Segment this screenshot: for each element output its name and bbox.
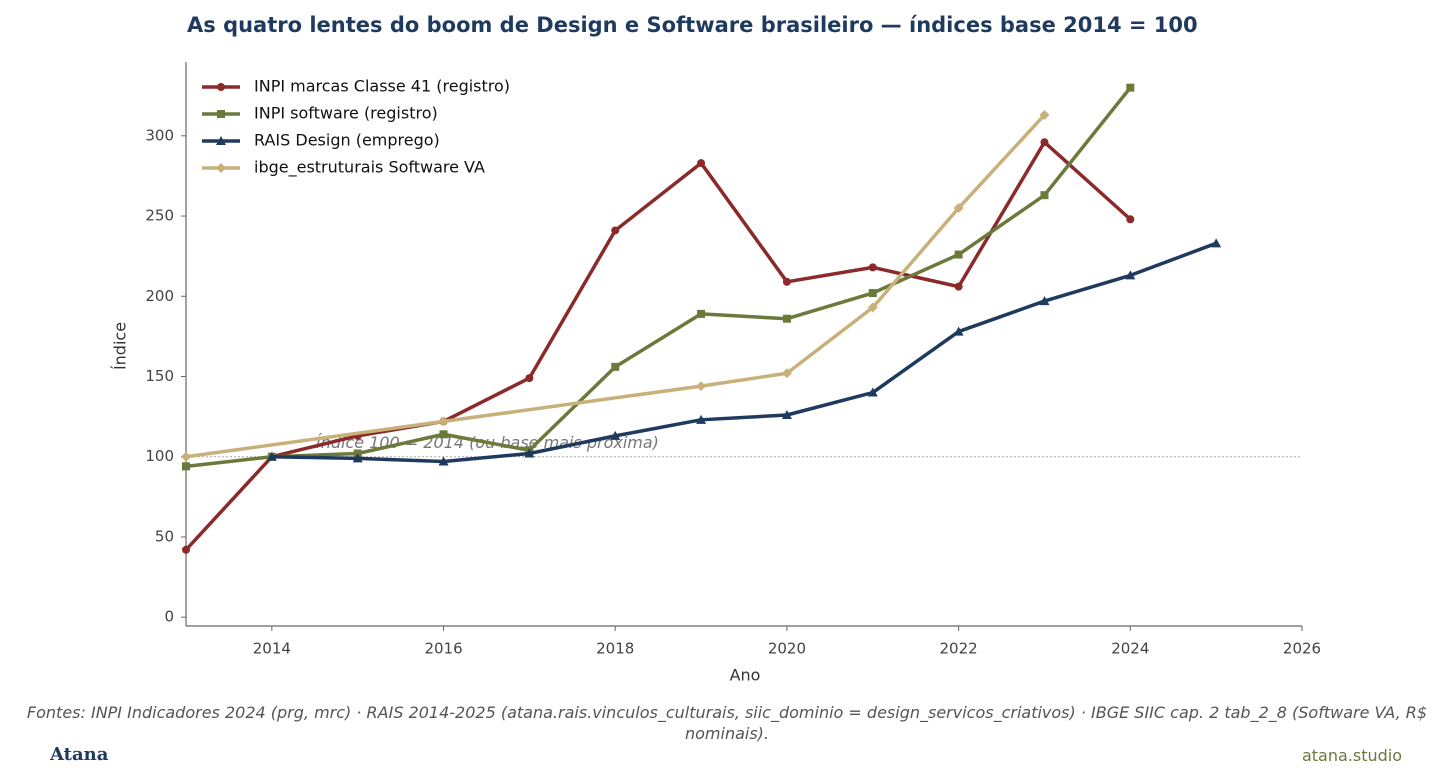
data-point (696, 414, 707, 424)
legend-label: ibge_estruturais Software VA (254, 158, 485, 178)
source-note: Fontes: INPI Indicadores 2024 (prg, mrc)… (26, 703, 1428, 743)
series-line (184, 140, 1132, 551)
chart-title: As quatro lentes do boom de Design e Sof… (187, 13, 1198, 37)
x-tick-label: 2018 (596, 640, 634, 658)
site-link: atana.studio (1301, 746, 1402, 765)
data-point (954, 282, 963, 291)
data-point (182, 545, 190, 554)
data-point (1126, 215, 1135, 224)
y-tick-label: 250 (145, 207, 174, 225)
data-point (953, 203, 964, 214)
legend-marker (216, 136, 226, 145)
brand: Atana (50, 744, 109, 765)
y-tick-label: 200 (145, 287, 174, 305)
data-point (1039, 109, 1050, 120)
x-tick-label: 2020 (768, 640, 806, 658)
data-point (181, 451, 191, 462)
data-point (782, 314, 791, 323)
data-point (782, 277, 791, 286)
data-point (1125, 270, 1136, 280)
data-point (352, 453, 363, 463)
legend-label: RAIS Design (emprego) (254, 131, 440, 150)
chart: As quatro lentes do boom de Design e Sof… (111, 13, 1322, 685)
data-point (1039, 296, 1050, 306)
data-point (867, 387, 878, 397)
data-point (868, 289, 877, 298)
data-point (867, 302, 878, 313)
data-point (438, 416, 449, 427)
data-point (781, 368, 792, 379)
data-point (438, 456, 449, 466)
series-line (185, 86, 1132, 469)
data-point (610, 430, 621, 440)
legend-marker (217, 110, 225, 118)
data-point (1211, 238, 1222, 248)
data-point (611, 362, 620, 371)
data-point (525, 374, 534, 383)
series-line (271, 241, 1217, 464)
data-point (266, 451, 277, 461)
x-tick-label: 2024 (1111, 640, 1149, 658)
data-point (954, 250, 963, 259)
data-point (182, 462, 190, 471)
x-tick-label: 2014 (253, 640, 291, 658)
legend-label: INPI marcas Classe 41 (registro) (254, 77, 510, 96)
data-point (1040, 191, 1049, 200)
legend-marker (216, 163, 226, 173)
data-point (1126, 83, 1135, 92)
y-tick-label: 150 (145, 367, 174, 385)
data-point (697, 309, 706, 318)
legend-marker (217, 83, 225, 91)
y-tick-label: 300 (145, 126, 174, 144)
data-point (696, 381, 707, 392)
data-point (439, 430, 448, 439)
y-axis-label: Índice (111, 322, 130, 370)
data-point (611, 226, 620, 235)
data-point (868, 263, 877, 272)
legend-label: INPI software (registro) (254, 104, 438, 123)
y-tick-label: 0 (164, 608, 174, 626)
x-axis-label: Ano (730, 666, 761, 685)
x-tick-label: 2016 (424, 640, 462, 658)
data-point (524, 448, 535, 458)
data-point (1040, 138, 1049, 147)
data-point (697, 159, 706, 168)
x-tick-label: 2022 (940, 640, 978, 658)
data-point (781, 410, 792, 420)
data-point (953, 326, 964, 336)
x-tick-label: 2026 (1283, 640, 1321, 658)
y-tick-label: 50 (155, 527, 174, 545)
y-tick-label: 100 (145, 447, 174, 465)
